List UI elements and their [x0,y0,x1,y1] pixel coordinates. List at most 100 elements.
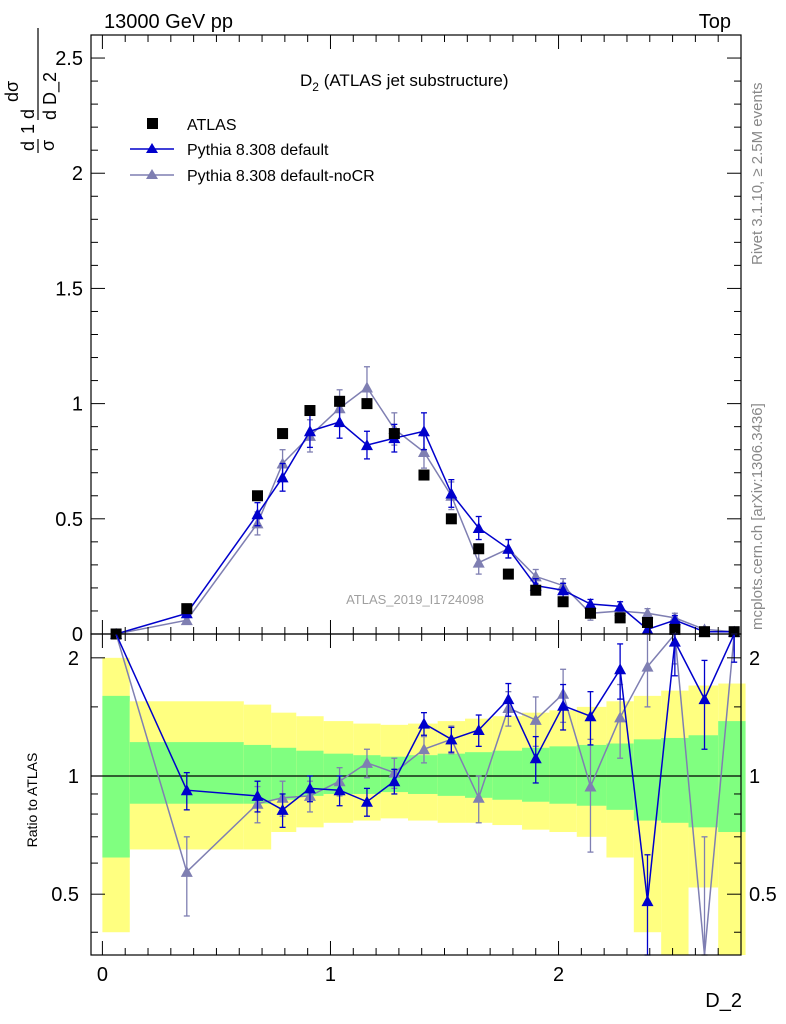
atlas-point [388,428,400,440]
legend-label-nocr: Pythia 8.308 default-noCR [187,168,375,185]
y-tick-label: 1.5 [55,278,83,300]
default-point [360,439,373,451]
y-tick-label: 1 [72,394,83,416]
default-point [445,487,458,499]
band-inner [633,739,662,821]
default-point [641,623,654,635]
band-inner [549,746,577,804]
legend-marker-atlas [147,118,158,129]
chart-title: D2 (ATLAS jet substructure) [300,71,509,94]
svg-text:d: d [18,141,38,151]
default-point [557,584,570,596]
ratio-ylabel: Ratio to ATLAS [24,753,40,848]
svg-text:d: d [18,109,38,119]
legend-label-atlas: ATLAS [187,117,237,134]
legend: ATLAS Pythia 8.308 default Pythia 8.308 … [130,117,375,185]
default-point [417,425,430,437]
atlas-point [502,568,514,580]
band-inner [271,747,297,800]
ratio-nocr-line [115,632,735,956]
y-tick-label: 0.5 [55,509,83,531]
header-right: Top [699,11,731,33]
ratio-default-point [502,693,515,705]
ratio-default-point [445,733,458,745]
band-inner [492,750,523,800]
ratio-frame [90,633,742,956]
svg-text:dσ: dσ [2,81,22,102]
band-inner [437,753,466,796]
x-tick-label: 0 [97,964,108,986]
ratio-default-point [584,710,597,722]
ratio-y-tick-label: 0.5 [51,884,79,906]
atlas-point [334,395,346,407]
svg-text:1: 1 [18,124,38,134]
nocr-point [180,614,193,626]
nocr-point [641,607,654,619]
nocr-point [417,445,430,457]
ratio-nocr-point [529,713,542,725]
band-inner [688,735,719,828]
legend-label-default: Pythia 8.308 default [187,142,329,159]
ratio-nocr-point [584,780,597,792]
atlas-point [641,616,653,628]
ratio-default-point [529,752,542,764]
svg-text:σ: σ [38,140,58,151]
x-axis-label: D_2 [705,990,742,1012]
y-tick-label: 0 [72,624,83,646]
main-ylabel: d σ 1 d dσ d D_2 [2,28,61,153]
band-inner [102,695,130,858]
default-point [333,416,346,428]
ratio-default-point [180,784,193,796]
ratio-default-line [115,633,735,902]
atlas-point [669,623,681,635]
default-point [472,522,485,534]
ratio-default-point [698,693,711,705]
atlas-point [530,584,542,596]
ratio-default-point [472,723,485,735]
ratio-y-tick-label-right: 0.5 [749,884,777,906]
ratio-default-point [303,782,316,794]
mcplots-label: mcplots.cern.ch [arXiv:1306.3436] [749,403,766,630]
legend-marker-default [146,143,158,153]
default-point [502,542,515,554]
ratio-axes: 0.5 0.5 1 1 2 2 0 1 2 [51,633,777,986]
ratio-default-point [333,784,346,796]
ratio-default-point [557,699,570,711]
default-point [303,425,316,437]
ratio-nocr-point [641,660,654,672]
atlas-point [251,490,263,502]
ratio-nocr-point [360,756,373,768]
rivet-label: Rivet 3.1.10, ≥ 2.5M events [749,83,766,266]
default-point [584,598,597,610]
ratio-y-tick-label-right: 1 [749,766,760,788]
main-axes: 0 0.5 1 1.5 2 2.5 [55,34,742,646]
ratio-nocr-point [180,865,193,877]
ratio-y-tick-label: 2 [68,648,79,670]
ratio-nocr-point [614,711,627,723]
ratio-y-tick-label: 1 [68,766,79,788]
band-inner [661,737,689,823]
nocr-point [360,381,373,393]
main-series-layer [110,366,741,640]
ratio-panel [91,657,746,955]
atlas-point [277,428,289,440]
nocr-point [472,556,485,568]
ratio-default-point [614,663,627,675]
atlas-point [304,405,316,417]
atlas-point [584,607,596,619]
ratio-default-point [417,717,430,729]
atlas-point [557,596,569,608]
x-tick-label: 2 [553,964,564,986]
y-tick-label: 2 [72,163,83,185]
svg-text:d D_2: d D_2 [40,72,61,120]
atlas-point [445,513,457,525]
atlas-point [361,398,373,410]
x-tick-label: 1 [325,964,336,986]
ratio-default-point [641,895,654,907]
atlas-point [181,603,193,615]
y-tick-label: 2.5 [55,48,83,70]
atlas-point [699,626,711,638]
ratio-nocr-point [417,743,430,755]
ratio-nocr-point [472,791,485,803]
